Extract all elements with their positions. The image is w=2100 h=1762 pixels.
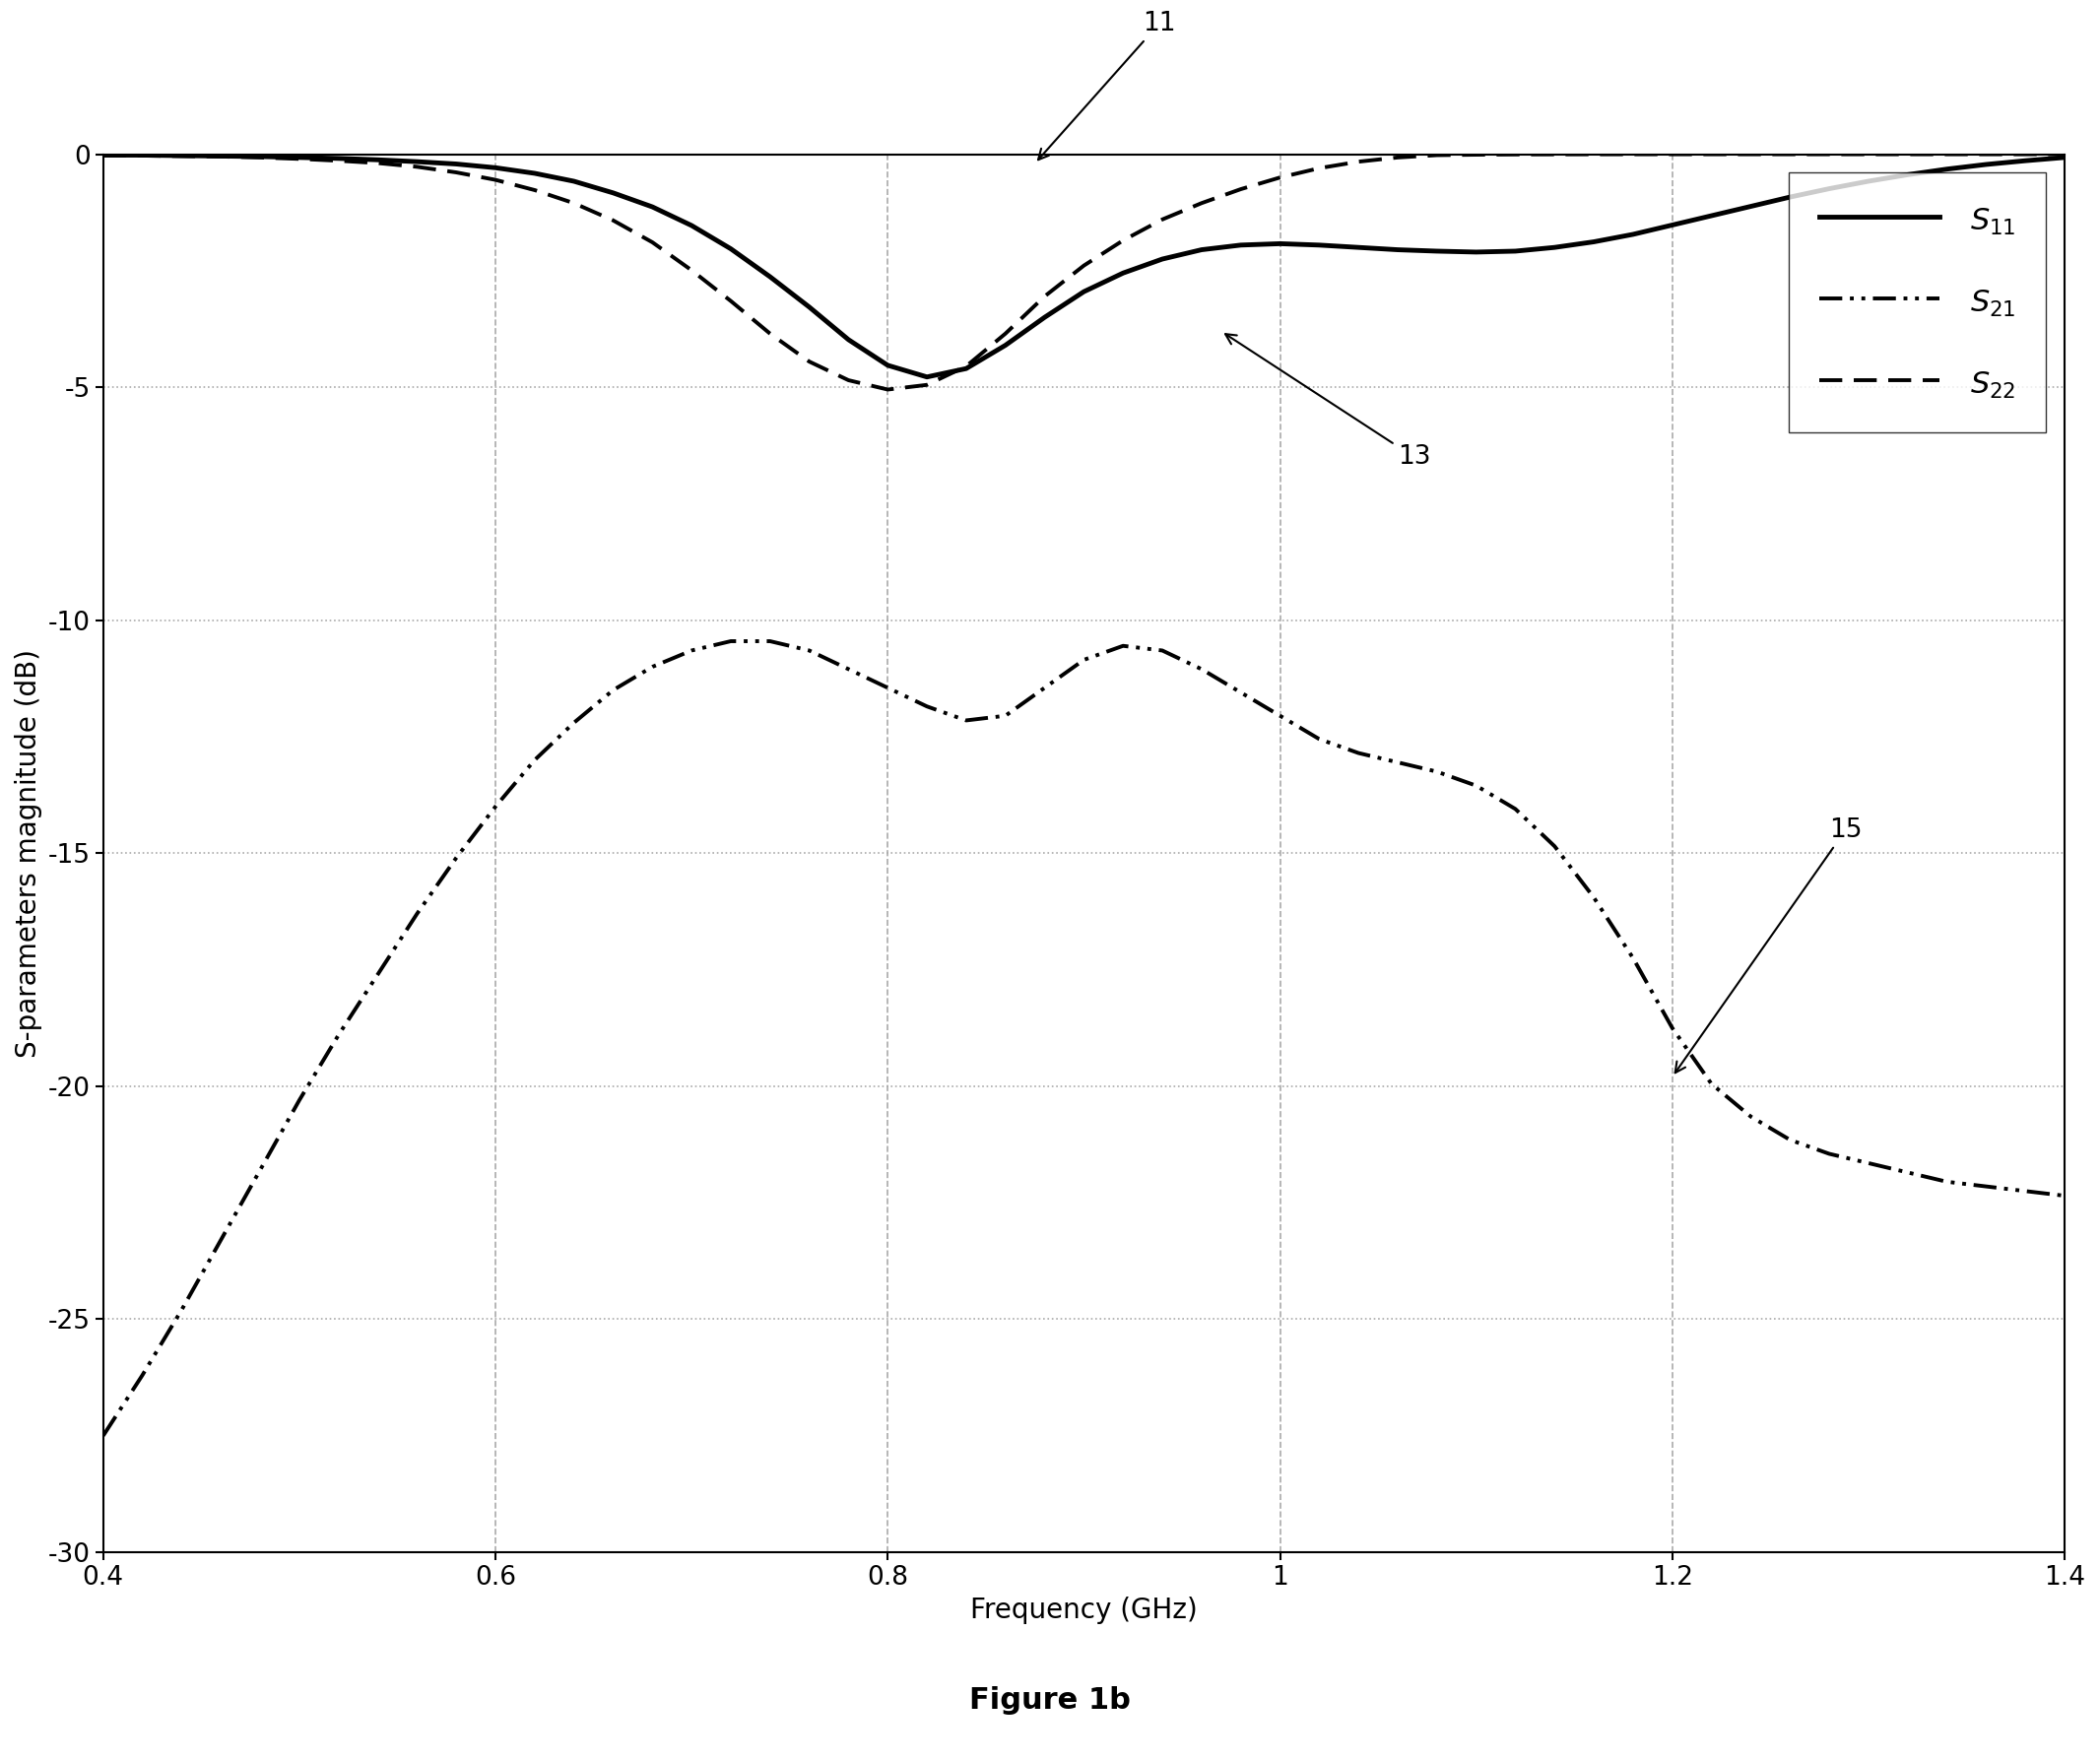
Text: 13: 13 [1226,335,1430,470]
X-axis label: Frequency (GHz): Frequency (GHz) [970,1596,1197,1625]
Y-axis label: S-parameters magnitude (dB): S-parameters magnitude (dB) [15,648,42,1057]
Text: Figure 1b: Figure 1b [970,1686,1130,1714]
Legend: $S_{11}$, $S_{21}$, $S_{22}$: $S_{11}$, $S_{21}$, $S_{22}$ [1789,173,2045,433]
Text: 15: 15 [1676,818,1863,1073]
Text: 11: 11 [1037,11,1176,160]
